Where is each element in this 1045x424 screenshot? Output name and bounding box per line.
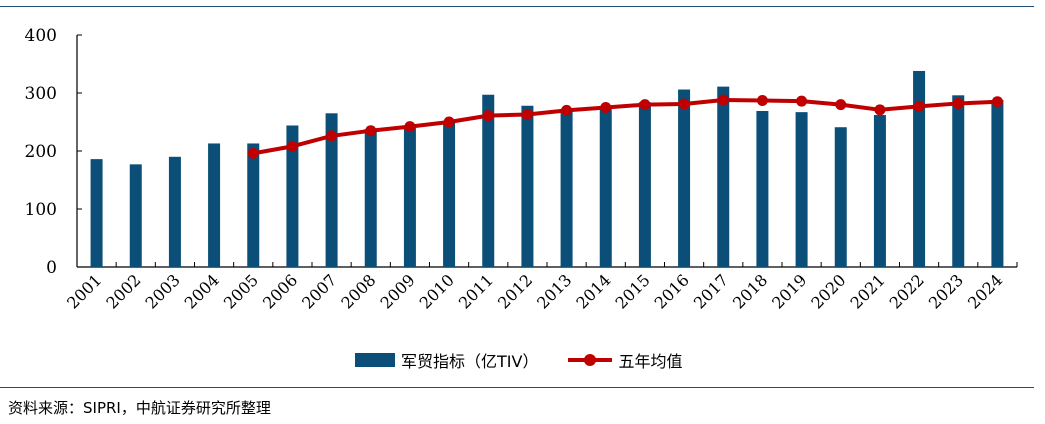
y-axis: 0 100 200 300 400: [25, 26, 82, 278]
line-point: [600, 102, 612, 113]
x-tick-label: 2003: [142, 270, 184, 312]
y-tick-label: 100: [25, 200, 57, 220]
bar: [638, 102, 651, 267]
line-point: [521, 108, 533, 120]
bar: [403, 126, 416, 267]
y-tick-label: 0: [46, 258, 57, 278]
x-tick-label: 2007: [298, 270, 340, 312]
bar: [286, 125, 299, 267]
line-point: [835, 99, 847, 111]
x-axis: [76, 262, 1018, 268]
line-point: [365, 125, 377, 137]
bar: [90, 159, 103, 267]
legend-bar-label: 军贸指标（亿TIV）: [401, 352, 539, 371]
bar: [795, 112, 808, 267]
y-tick-label: 200: [25, 142, 57, 162]
x-tick-label: 2014: [572, 270, 614, 312]
x-tick-label: 2010: [416, 270, 458, 312]
x-tick-label: 2005: [220, 270, 262, 312]
line-point: [913, 100, 925, 112]
line-point: [678, 98, 690, 110]
x-tick-label: 2020: [807, 270, 849, 312]
line-point: [952, 97, 964, 109]
line-point: [561, 104, 573, 116]
x-tick-label: 2013: [533, 270, 575, 312]
legend-line-label: 五年均值: [618, 352, 683, 371]
x-tick-label: 2011: [455, 270, 497, 312]
x-tick-label: 2001: [63, 270, 105, 312]
x-tick-label: 2016: [651, 270, 693, 312]
x-tick-label: 2021: [847, 270, 889, 312]
bar: [129, 164, 142, 267]
bottom-border: [0, 387, 1034, 388]
x-tick-label: 2017: [690, 270, 732, 312]
bar: [873, 115, 886, 267]
bar: [678, 89, 691, 268]
x-tick-label: 2022: [886, 270, 928, 312]
legend-item-bar: 军贸指标（亿TIV）: [355, 348, 538, 372]
source-note: 资料来源：SIPRI，中航证券研究所整理: [8, 399, 271, 417]
line-point: [756, 95, 768, 107]
bar: [364, 128, 377, 267]
line-point: [326, 130, 338, 142]
y-tick-label: 400: [25, 26, 57, 46]
x-tick-label: 2019: [768, 270, 810, 312]
line-point: [991, 96, 1003, 108]
bar: [208, 143, 221, 267]
bar: [913, 70, 926, 268]
line-point: [796, 95, 808, 107]
x-tick-labels: 2001200220032004200520062007200820092010…: [63, 270, 1006, 312]
bar: [756, 110, 769, 267]
bar: [521, 105, 534, 267]
x-tick-label: 2024: [964, 270, 1006, 312]
x-tick-label: 2018: [729, 270, 771, 312]
bar: [247, 143, 260, 267]
legend-item-line: 五年均值: [568, 348, 682, 372]
legend-line-swatch: [568, 353, 613, 367]
bar: [168, 156, 181, 267]
line-point: [717, 94, 729, 106]
bar: [991, 99, 1004, 268]
x-tick-label: 2008: [337, 270, 379, 312]
bar: [560, 110, 573, 268]
line-point: [874, 104, 886, 116]
line-point: [286, 140, 298, 152]
x-tick-label: 2009: [377, 270, 419, 312]
line-point: [482, 110, 494, 122]
line-point: [247, 147, 259, 159]
legend-bar-swatch: [355, 353, 395, 367]
bar: [952, 95, 965, 267]
bar-series: [90, 70, 1004, 268]
y-tick-label: 300: [25, 84, 57, 104]
line-path: [252, 97, 998, 156]
line-point: [404, 121, 416, 133]
legend: 军贸指标（亿TIV） 五年均值: [355, 347, 712, 373]
bar: [599, 106, 612, 267]
bar: [443, 120, 456, 267]
bar: [482, 94, 495, 268]
bar: [834, 127, 847, 267]
bar: [325, 113, 338, 267]
x-tick-label: 2012: [494, 270, 536, 312]
top-border: [0, 6, 1034, 7]
line-point: [443, 116, 455, 128]
x-tick-label: 2004: [181, 270, 223, 312]
bar: [717, 86, 730, 268]
line-series: [247, 94, 1003, 159]
x-tick-label: 2006: [259, 270, 301, 312]
x-tick-label: 2002: [102, 270, 144, 312]
x-tick-label: 2023: [925, 270, 967, 312]
line-point: [639, 99, 651, 111]
x-tick-label: 2015: [612, 270, 654, 312]
